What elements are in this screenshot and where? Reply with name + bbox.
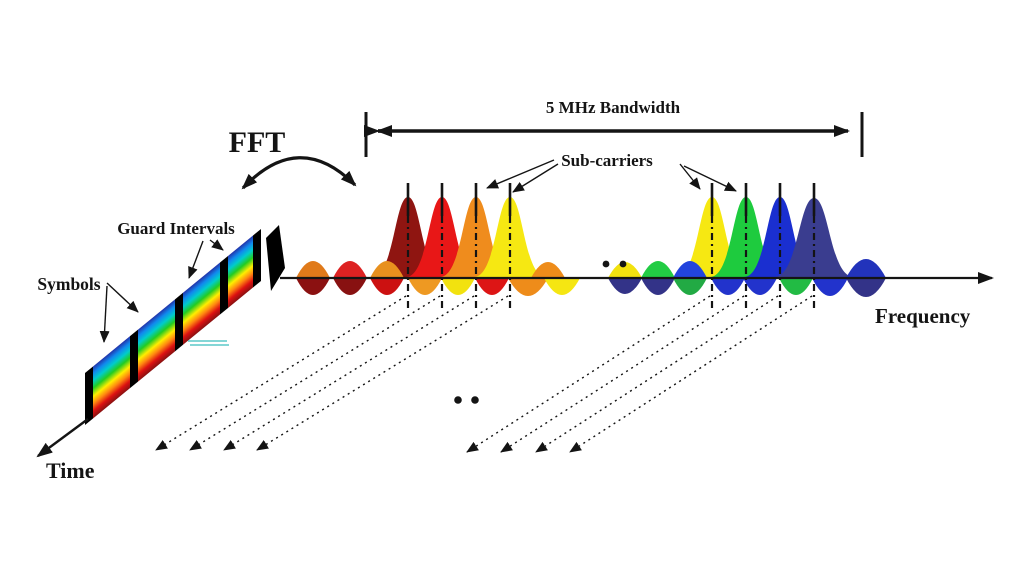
symbol-strip <box>85 225 285 425</box>
side-lobe <box>508 278 548 296</box>
symbols-arrow <box>106 282 139 313</box>
ellipsis-dots-axis <box>602 260 627 268</box>
guard-interval-bars <box>85 228 261 425</box>
side-lobe <box>333 278 367 295</box>
guard-bar <box>253 228 261 288</box>
mapping-line <box>189 295 441 451</box>
side-lobe <box>812 278 848 296</box>
ellipsis-dot <box>619 260 627 268</box>
side-lobe <box>743 278 777 295</box>
ellipsis-dot <box>602 260 610 268</box>
guard-intervals-label: Guard Intervals <box>117 219 235 238</box>
side-lobe <box>846 278 886 297</box>
symbol-segment <box>228 235 253 308</box>
side-lobe <box>673 261 707 278</box>
guard-bar <box>85 366 93 425</box>
side-lobe <box>370 278 404 295</box>
strip-end-cap <box>266 225 285 291</box>
fft-arrow: FFT <box>229 126 357 190</box>
symbol-segment <box>138 299 175 382</box>
side-lobe <box>608 262 642 278</box>
side-lobes-right-above <box>608 259 886 278</box>
side-lobe <box>296 261 330 278</box>
mapping-line <box>466 295 711 453</box>
mapping-line <box>500 295 745 453</box>
subcarriers-arrow <box>486 159 555 189</box>
subcarrier-lobes-left <box>372 197 546 277</box>
subcarrier-lobes-right <box>676 197 854 277</box>
side-lobe <box>475 278 509 295</box>
symbols-arrow <box>99 285 110 343</box>
symbol-segment <box>183 262 220 345</box>
ellipsis-dots-mapping <box>454 396 479 404</box>
guard-bar <box>130 329 138 389</box>
mapping-lines-left <box>155 295 509 451</box>
mapping-line <box>223 295 475 451</box>
side-lobes-left-below <box>296 278 580 296</box>
symbol-segments <box>93 235 253 419</box>
side-lobe <box>673 278 707 295</box>
side-lobe <box>779 278 813 295</box>
mapping-lines-right <box>466 295 813 453</box>
fft-label: FFT <box>229 126 286 159</box>
time-axis-label: Time <box>46 458 95 483</box>
frequency-axis-label: Frequency <box>875 304 971 328</box>
ellipsis-dot <box>454 396 462 404</box>
fft-arrowhead-left <box>241 173 258 190</box>
symbol-segment <box>93 336 130 419</box>
side-lobe <box>408 278 442 295</box>
mapping-line <box>155 295 407 451</box>
subcarriers-arrow <box>679 163 701 190</box>
side-lobe <box>544 278 580 295</box>
fft-arrowhead-right <box>340 170 357 187</box>
side-lobe <box>531 262 565 278</box>
time-axis: Time <box>36 418 95 483</box>
side-lobe <box>333 261 367 278</box>
side-lobe <box>846 259 886 278</box>
side-lobe <box>370 261 404 278</box>
guard-bar <box>220 255 228 315</box>
subcarriers-arrow <box>683 165 737 192</box>
fft-arc <box>242 156 356 189</box>
guard-intervals-callout: Guard Intervals <box>117 219 235 279</box>
time-axis-line <box>36 418 89 458</box>
side-lobe <box>711 278 745 295</box>
mapping-line <box>256 295 509 451</box>
frequency-axis: Frequency <box>280 272 994 328</box>
side-lobe <box>641 261 675 278</box>
subcarrier-center-lines <box>406 183 816 312</box>
symbols-label: Symbols <box>37 274 100 294</box>
bandwidth-label: 5 MHz Bandwidth <box>546 98 681 117</box>
side-lobes-left-above <box>296 261 565 278</box>
ellipsis-dot <box>471 396 479 404</box>
side-lobe <box>608 278 642 294</box>
teal-marker-lines <box>188 340 229 346</box>
side-lobes-right-below <box>608 278 886 297</box>
mapping-line <box>569 295 813 453</box>
guard-bar <box>175 292 183 352</box>
symbols-callout: Symbols <box>37 274 139 343</box>
subcarriers-arrow <box>512 163 559 193</box>
side-lobe <box>296 278 330 295</box>
guard-intervals-arrow <box>209 239 224 251</box>
guard-intervals-arrow <box>188 240 204 279</box>
subcarriers-label: Sub-carriers <box>561 151 653 170</box>
mapping-line <box>535 295 779 453</box>
side-lobe <box>641 278 675 295</box>
side-lobe <box>441 278 475 295</box>
subcarriers-callout: Sub-carriers <box>486 151 737 193</box>
bandwidth-arrow: 5 MHz Bandwidth <box>364 98 864 157</box>
